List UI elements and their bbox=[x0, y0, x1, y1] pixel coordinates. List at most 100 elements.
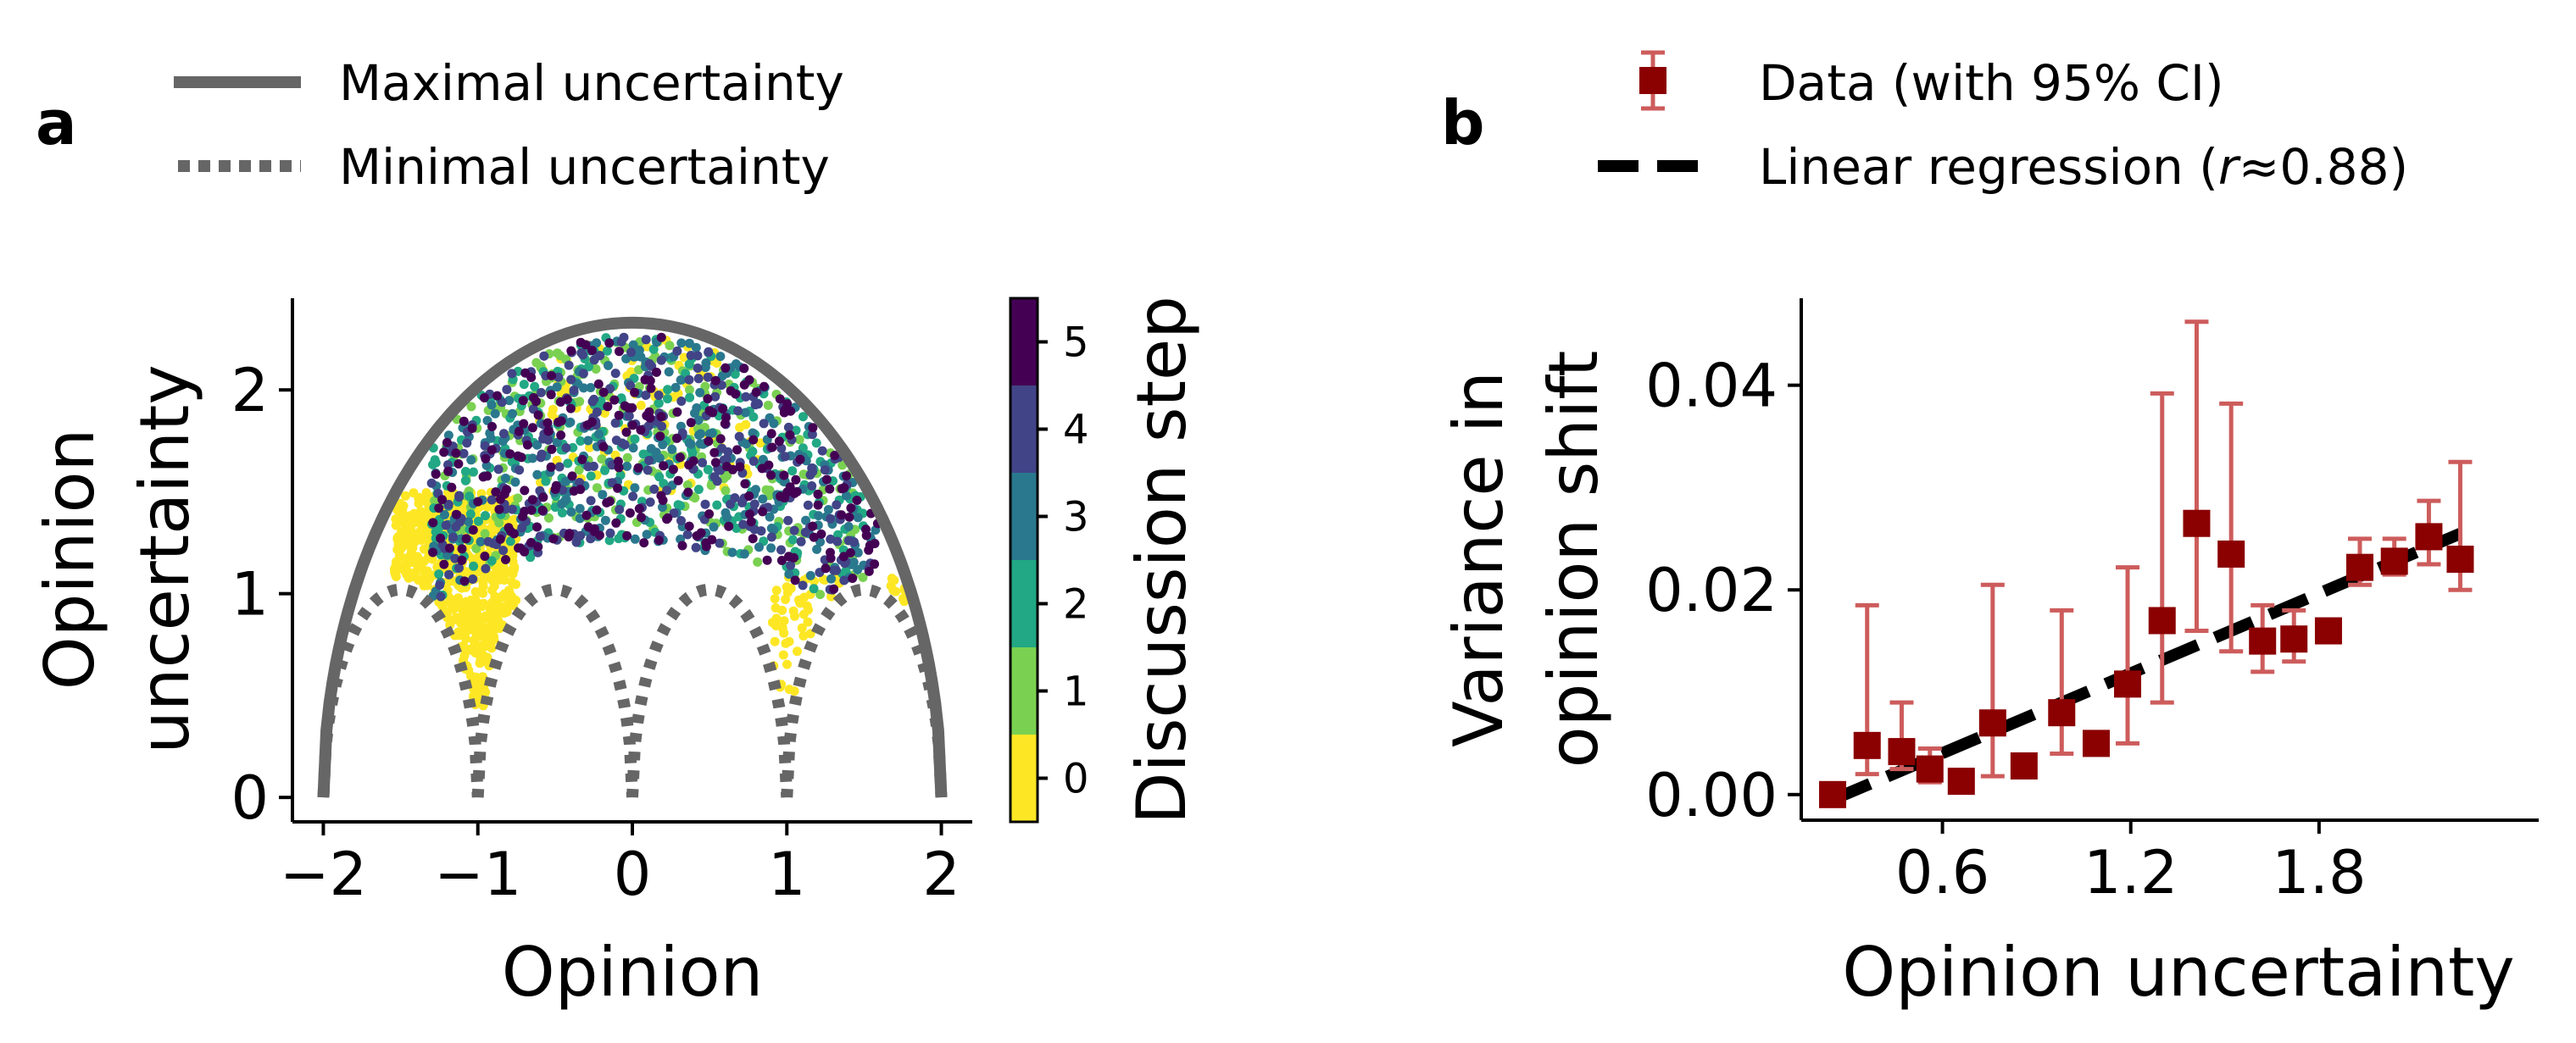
data-point-step-0 bbox=[399, 519, 409, 529]
data-point-step-1 bbox=[622, 452, 632, 463]
data-point-step-4 bbox=[578, 369, 588, 379]
colorbar-frame bbox=[1009, 297, 1039, 824]
data-point-step-5 bbox=[759, 381, 769, 391]
data-point-step-2 bbox=[596, 396, 606, 406]
data-point-step-5 bbox=[748, 534, 758, 544]
data-point-step-0 bbox=[509, 514, 519, 524]
data-point-step-3 bbox=[658, 502, 667, 513]
data-point-step-5 bbox=[499, 489, 509, 499]
data-point-step-4 bbox=[554, 372, 564, 382]
data-point-step-1 bbox=[574, 465, 584, 475]
data-marker bbox=[2083, 730, 2110, 757]
maximal-uncertainty-curve bbox=[317, 316, 948, 798]
panel-a-y-label-line2: uncertainty bbox=[125, 364, 204, 754]
data-point-step-2 bbox=[685, 392, 695, 402]
data-point-step-1 bbox=[544, 513, 554, 523]
data-point-step-2 bbox=[557, 508, 567, 518]
data-point-step-3 bbox=[658, 440, 668, 450]
panel-a-letter: a bbox=[36, 87, 77, 158]
panel-b-y-ticks: 0.00 0.02 0.04 bbox=[1645, 352, 1801, 830]
data-point-step-0 bbox=[797, 623, 807, 633]
data-point-step-5 bbox=[480, 552, 490, 561]
data-point-step-5 bbox=[439, 447, 449, 458]
data-point-step-4 bbox=[605, 528, 615, 538]
data-point-step-5 bbox=[825, 484, 835, 494]
data-point-step-4 bbox=[754, 399, 763, 409]
panel-b-letter: b bbox=[1441, 87, 1485, 158]
data-point-step-0 bbox=[454, 596, 465, 607]
data-point-step-5 bbox=[581, 340, 591, 350]
data-point-step-5 bbox=[577, 454, 587, 464]
data-point-step-5 bbox=[501, 555, 510, 564]
data-point-step-0 bbox=[636, 400, 646, 410]
data-point-step-5 bbox=[453, 459, 464, 469]
colorbar-block-3 bbox=[1010, 473, 1038, 560]
data-point-step-5 bbox=[672, 407, 682, 417]
data-point-step-1 bbox=[858, 573, 868, 582]
data-point-step-3 bbox=[654, 453, 665, 463]
data-point-step-0 bbox=[500, 567, 510, 577]
panel-a-y-label-line1: Opinion bbox=[31, 429, 109, 691]
data-point-step-5 bbox=[481, 453, 491, 463]
data-point-step-5 bbox=[696, 528, 706, 538]
colorbar-block-1 bbox=[1010, 647, 1038, 735]
data-point-step-4 bbox=[826, 513, 836, 524]
data-point-step-5 bbox=[428, 547, 438, 558]
data-point-step-5 bbox=[444, 543, 454, 553]
data-point-step-4 bbox=[497, 397, 507, 408]
data-point-step-4 bbox=[462, 438, 472, 448]
data-point-step-0 bbox=[770, 594, 780, 604]
data-marker bbox=[2114, 670, 2142, 698]
data-point bbox=[2010, 752, 2038, 779]
data-point-step-0 bbox=[476, 619, 487, 630]
data-point-step-5 bbox=[776, 491, 785, 502]
data-point-step-0 bbox=[469, 691, 478, 701]
data-point-step-2 bbox=[465, 509, 476, 519]
data-point-step-4 bbox=[507, 504, 517, 514]
data-point-step-4 bbox=[849, 537, 859, 547]
data-point-step-0 bbox=[489, 632, 499, 642]
panel-a: a Maximal uncertainty Minimal uncertaint… bbox=[31, 54, 1201, 1012]
data-point-step-5 bbox=[748, 435, 759, 445]
data-point-step-2 bbox=[654, 398, 664, 408]
data-point-step-3 bbox=[686, 439, 696, 449]
data-point-step-5 bbox=[598, 441, 609, 452]
data-point-step-1 bbox=[480, 529, 490, 539]
data-point-step-3 bbox=[765, 512, 775, 522]
data-point-step-2 bbox=[604, 535, 615, 546]
data-point-step-5 bbox=[826, 547, 835, 558]
data-point-step-5 bbox=[542, 418, 553, 428]
data-point-step-2 bbox=[787, 466, 798, 476]
data-point-step-0 bbox=[770, 636, 780, 646]
data-point-step-0 bbox=[461, 634, 471, 644]
data-marker bbox=[1853, 731, 1881, 759]
data-point-step-5 bbox=[655, 431, 665, 441]
data-point-step-3 bbox=[823, 505, 833, 514]
data-point-step-5 bbox=[784, 552, 793, 562]
data-point-step-5 bbox=[710, 375, 721, 386]
data-point-step-4 bbox=[803, 500, 813, 510]
data-point-step-0 bbox=[798, 631, 809, 641]
data-point-step-5 bbox=[722, 462, 732, 472]
data-point-step-3 bbox=[843, 522, 854, 531]
data-point-step-3 bbox=[784, 569, 794, 580]
data-point-step-4 bbox=[502, 385, 512, 395]
data-point-step-5 bbox=[505, 449, 515, 459]
data-point-step-5 bbox=[602, 497, 612, 508]
data-marker bbox=[1819, 780, 1847, 808]
data-point-step-5 bbox=[459, 576, 470, 586]
data-point-step-4 bbox=[589, 394, 599, 404]
data-point-step-5 bbox=[672, 433, 682, 443]
data-point-step-4 bbox=[498, 546, 509, 556]
data-point-step-0 bbox=[390, 567, 399, 577]
data-point-step-5 bbox=[652, 367, 661, 377]
data-point-step-4 bbox=[624, 411, 634, 421]
panel-b-y-label-line1: Variance in bbox=[1439, 371, 1518, 747]
data-point bbox=[1819, 780, 1847, 808]
data-point-step-5 bbox=[726, 386, 736, 396]
data-point-step-3 bbox=[692, 403, 702, 413]
data-point-step-4 bbox=[693, 351, 703, 361]
data-point-step-3 bbox=[664, 367, 674, 377]
data-point-step-4 bbox=[712, 476, 722, 486]
data-point-step-4 bbox=[684, 374, 694, 385]
